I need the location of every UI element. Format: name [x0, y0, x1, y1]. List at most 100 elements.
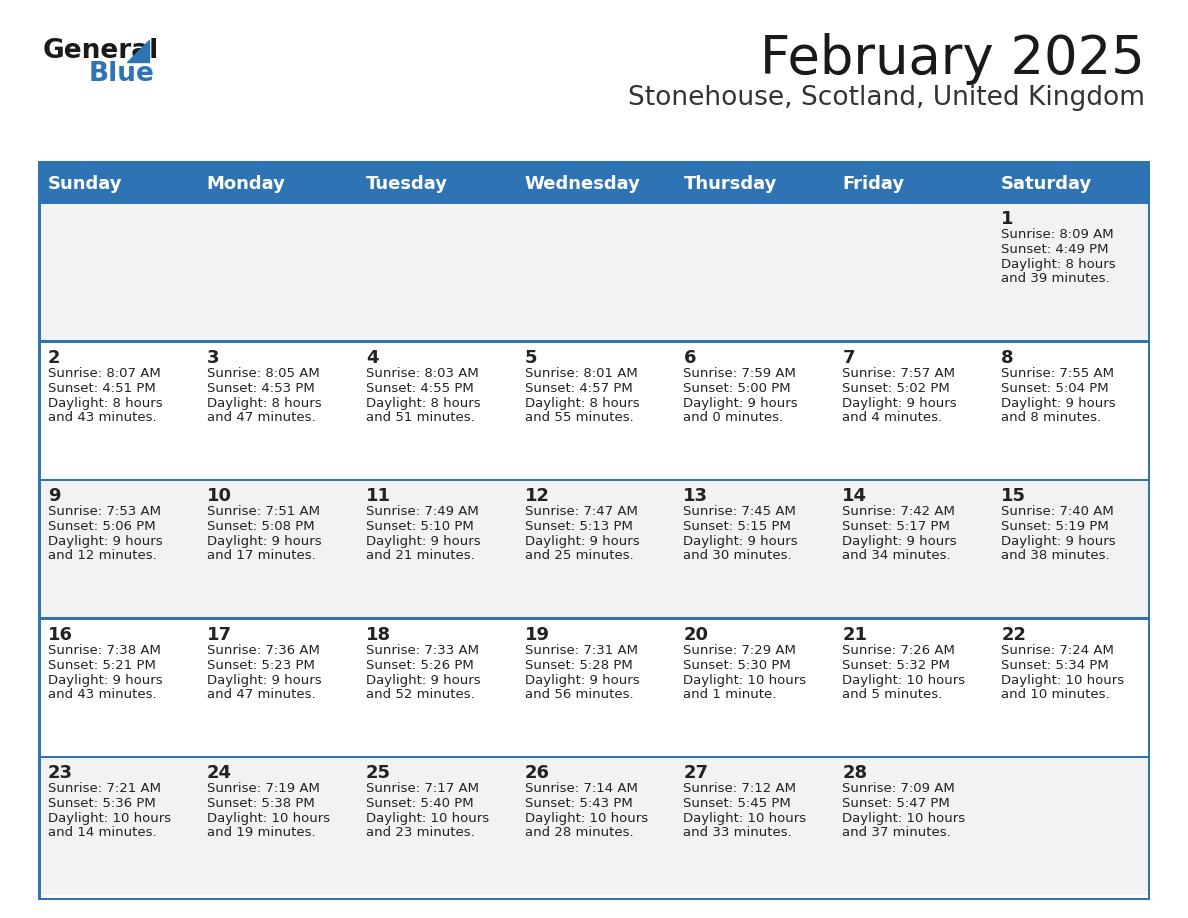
Text: Daylight: 9 hours: Daylight: 9 hours — [842, 397, 956, 409]
Text: 28: 28 — [842, 765, 867, 782]
Bar — [38, 202, 40, 900]
Bar — [38, 617, 1150, 620]
Text: Daylight: 10 hours: Daylight: 10 hours — [1001, 674, 1124, 687]
Text: Daylight: 10 hours: Daylight: 10 hours — [683, 812, 807, 825]
Text: and 1 minute.: and 1 minute. — [683, 688, 777, 700]
Text: 2: 2 — [48, 349, 61, 366]
Text: Daylight: 9 hours: Daylight: 9 hours — [842, 535, 956, 548]
Text: Sunrise: 7:42 AM: Sunrise: 7:42 AM — [842, 505, 955, 518]
Text: Sunrise: 7:26 AM: Sunrise: 7:26 AM — [842, 644, 955, 656]
Text: 9: 9 — [48, 487, 61, 505]
Bar — [38, 161, 1150, 166]
Text: Sunset: 5:36 PM: Sunset: 5:36 PM — [48, 798, 156, 811]
Text: 24: 24 — [207, 765, 232, 782]
Text: 23: 23 — [48, 765, 72, 782]
Text: 19: 19 — [525, 626, 550, 644]
Text: Sunset: 5:02 PM: Sunset: 5:02 PM — [842, 382, 950, 395]
Text: and 34 minutes.: and 34 minutes. — [842, 549, 950, 562]
Text: Sunrise: 7:53 AM: Sunrise: 7:53 AM — [48, 505, 162, 518]
Text: Sunrise: 8:07 AM: Sunrise: 8:07 AM — [48, 366, 160, 380]
Text: Sunset: 4:53 PM: Sunset: 4:53 PM — [207, 382, 315, 395]
Text: 15: 15 — [1001, 487, 1026, 505]
Bar — [38, 201, 1150, 204]
Text: Sunset: 4:57 PM: Sunset: 4:57 PM — [525, 382, 632, 395]
Text: Daylight: 9 hours: Daylight: 9 hours — [683, 397, 798, 409]
Text: and 10 minutes.: and 10 minutes. — [1001, 688, 1110, 700]
Text: Sunrise: 7:40 AM: Sunrise: 7:40 AM — [1001, 505, 1114, 518]
Text: Daylight: 10 hours: Daylight: 10 hours — [48, 812, 171, 825]
Text: Sunset: 5:15 PM: Sunset: 5:15 PM — [683, 521, 791, 533]
Text: and 28 minutes.: and 28 minutes. — [525, 826, 633, 839]
Text: 10: 10 — [207, 487, 232, 505]
Bar — [38, 202, 1150, 341]
Text: Saturday: Saturday — [1001, 175, 1093, 193]
Text: Sunrise: 7:33 AM: Sunrise: 7:33 AM — [366, 644, 479, 656]
Text: and 51 minutes.: and 51 minutes. — [366, 410, 474, 423]
Text: Daylight: 8 hours: Daylight: 8 hours — [1001, 258, 1116, 271]
Text: Sunset: 5:00 PM: Sunset: 5:00 PM — [683, 382, 791, 395]
Text: 12: 12 — [525, 487, 550, 505]
Bar — [38, 479, 1150, 618]
Text: and 38 minutes.: and 38 minutes. — [1001, 549, 1110, 562]
Text: 5: 5 — [525, 349, 537, 366]
Text: Sunset: 5:08 PM: Sunset: 5:08 PM — [207, 521, 315, 533]
Text: Sunrise: 7:51 AM: Sunrise: 7:51 AM — [207, 505, 320, 518]
Text: Monday: Monday — [207, 175, 286, 193]
Text: 14: 14 — [842, 487, 867, 505]
Text: Daylight: 9 hours: Daylight: 9 hours — [48, 535, 163, 548]
Text: Stonehouse, Scotland, United Kingdom: Stonehouse, Scotland, United Kingdom — [628, 85, 1145, 111]
Text: 18: 18 — [366, 626, 391, 644]
Text: 21: 21 — [842, 626, 867, 644]
Text: Daylight: 9 hours: Daylight: 9 hours — [1001, 535, 1116, 548]
Text: Sunrise: 8:05 AM: Sunrise: 8:05 AM — [207, 366, 320, 380]
Text: Daylight: 10 hours: Daylight: 10 hours — [683, 674, 807, 687]
Text: Sunrise: 7:12 AM: Sunrise: 7:12 AM — [683, 782, 796, 795]
Bar — [38, 478, 1150, 481]
Text: Sunset: 5:32 PM: Sunset: 5:32 PM — [842, 659, 950, 672]
Text: Daylight: 8 hours: Daylight: 8 hours — [366, 397, 480, 409]
Text: Daylight: 8 hours: Daylight: 8 hours — [48, 397, 163, 409]
Text: and 30 minutes.: and 30 minutes. — [683, 549, 792, 562]
Text: and 37 minutes.: and 37 minutes. — [842, 826, 952, 839]
Text: Sunset: 5:30 PM: Sunset: 5:30 PM — [683, 659, 791, 672]
Text: 26: 26 — [525, 765, 550, 782]
Text: and 19 minutes.: and 19 minutes. — [207, 826, 316, 839]
Text: Sunset: 5:10 PM: Sunset: 5:10 PM — [366, 521, 474, 533]
Text: and 47 minutes.: and 47 minutes. — [207, 688, 316, 700]
Text: Sunset: 5:43 PM: Sunset: 5:43 PM — [525, 798, 632, 811]
Text: Sunrise: 7:24 AM: Sunrise: 7:24 AM — [1001, 644, 1114, 656]
Text: 11: 11 — [366, 487, 391, 505]
Text: Sunset: 4:51 PM: Sunset: 4:51 PM — [48, 382, 156, 395]
Text: Sunset: 5:26 PM: Sunset: 5:26 PM — [366, 659, 474, 672]
Text: Sunrise: 7:36 AM: Sunrise: 7:36 AM — [207, 644, 320, 656]
Text: Daylight: 9 hours: Daylight: 9 hours — [366, 535, 480, 548]
Text: Daylight: 9 hours: Daylight: 9 hours — [48, 674, 163, 687]
Text: Sunset: 5:19 PM: Sunset: 5:19 PM — [1001, 521, 1108, 533]
Text: Sunrise: 7:47 AM: Sunrise: 7:47 AM — [525, 505, 638, 518]
Text: Daylight: 10 hours: Daylight: 10 hours — [366, 812, 488, 825]
Text: Friday: Friday — [842, 175, 904, 193]
Bar — [38, 341, 1150, 479]
Text: Sunrise: 7:17 AM: Sunrise: 7:17 AM — [366, 782, 479, 795]
Text: and 14 minutes.: and 14 minutes. — [48, 826, 157, 839]
Text: and 25 minutes.: and 25 minutes. — [525, 549, 633, 562]
Text: 17: 17 — [207, 626, 232, 644]
Text: Daylight: 9 hours: Daylight: 9 hours — [366, 674, 480, 687]
Text: Sunset: 5:34 PM: Sunset: 5:34 PM — [1001, 659, 1108, 672]
Text: 25: 25 — [366, 765, 391, 782]
Text: Sunrise: 7:59 AM: Sunrise: 7:59 AM — [683, 366, 796, 380]
Text: Sunrise: 7:38 AM: Sunrise: 7:38 AM — [48, 644, 160, 656]
Text: Sunset: 5:38 PM: Sunset: 5:38 PM — [207, 798, 315, 811]
Bar — [38, 618, 1150, 756]
Text: Sunrise: 7:45 AM: Sunrise: 7:45 AM — [683, 505, 796, 518]
Text: and 12 minutes.: and 12 minutes. — [48, 549, 157, 562]
Bar — [38, 756, 1150, 758]
Text: and 43 minutes.: and 43 minutes. — [48, 410, 157, 423]
Text: Daylight: 8 hours: Daylight: 8 hours — [207, 397, 322, 409]
Text: Thursday: Thursday — [683, 175, 777, 193]
Text: Sunrise: 7:21 AM: Sunrise: 7:21 AM — [48, 782, 162, 795]
Text: and 5 minutes.: and 5 minutes. — [842, 688, 942, 700]
Text: and 17 minutes.: and 17 minutes. — [207, 549, 316, 562]
Text: Wednesday: Wednesday — [525, 175, 640, 193]
Text: Sunset: 5:23 PM: Sunset: 5:23 PM — [207, 659, 315, 672]
